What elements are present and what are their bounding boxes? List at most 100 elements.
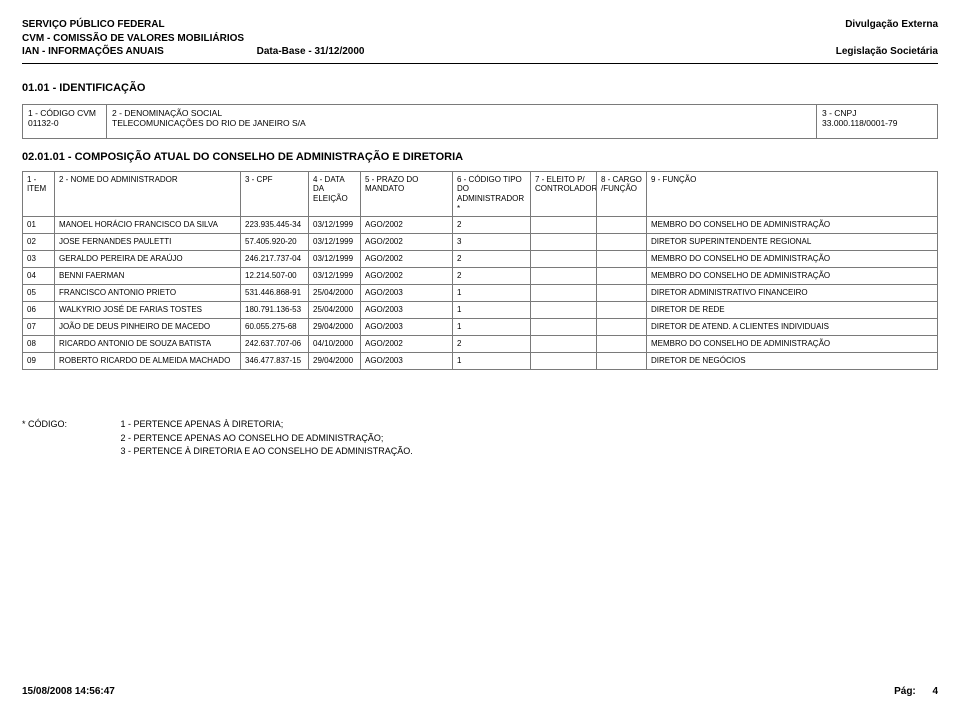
table-row: 04BENNI FAERMAN12.214.507-0003/12/1999AG… xyxy=(23,268,938,285)
cell-cpf: 180.791.136-53 xyxy=(241,302,309,319)
cell-cod: 2 xyxy=(453,251,531,268)
cell-nome: FRANCISCO ANTONIO PRIETO xyxy=(55,285,241,302)
admin-table: 1 - ITEM 2 - NOME DO ADMINISTRADOR 3 - C… xyxy=(22,171,938,370)
cell-item: 07 xyxy=(23,319,55,336)
legend-line-1: 1 - PERTENCE APENAS À DIRETORIA; xyxy=(121,419,284,429)
cell-cpf: 60.055.275-68 xyxy=(241,319,309,336)
label-codigo-cvm: 1 - CÓDIGO CVM xyxy=(28,108,101,118)
cell-cpf: 346.477.837-15 xyxy=(241,353,309,370)
cell-prazo: AGO/2003 xyxy=(361,353,453,370)
table-row: 02JOSE FERNANDES PAULETTI57.405.920-2003… xyxy=(23,234,938,251)
legend-line-2: 2 - PERTENCE APENAS AO CONSELHO DE ADMIN… xyxy=(121,433,384,443)
footer-page-num: 4 xyxy=(932,686,938,697)
table-body: 01MANOEL HORÁCIO FRANCISCO DA SILVA223.9… xyxy=(23,217,938,370)
header-left: SERVIÇO PÚBLICO FEDERAL CVM - COMISSÃO D… xyxy=(22,18,365,59)
cell-prazo: AGO/2002 xyxy=(361,217,453,234)
cell-data: 25/04/2000 xyxy=(309,302,361,319)
cell-item: 09 xyxy=(23,353,55,370)
cell-item: 05 xyxy=(23,285,55,302)
label-denominacao: 2 - DENOMINAÇÃO SOCIAL xyxy=(112,108,811,118)
cell-cpf: 223.935.445-34 xyxy=(241,217,309,234)
cell-nome: GERALDO PEREIRA DE ARAÚJO xyxy=(55,251,241,268)
cell-cod: 1 xyxy=(453,302,531,319)
cell-cargo xyxy=(597,251,647,268)
footer-page-label: Pág: xyxy=(894,686,916,697)
cell-nome: JOSE FERNANDES PAULETTI xyxy=(55,234,241,251)
codigo-legend: * CÓDIGO: 1 - PERTENCE APENAS À DIRETORI… xyxy=(22,418,938,459)
cell-cpf: 12.214.507-00 xyxy=(241,268,309,285)
table-header-row: 1 - ITEM 2 - NOME DO ADMINISTRADOR 3 - C… xyxy=(23,171,938,216)
table-row: 08RICARDO ANTONIO DE SOUZA BATISTA242.63… xyxy=(23,336,938,353)
col-cpf: 3 - CPF xyxy=(241,171,309,216)
cell-cod: 2 xyxy=(453,217,531,234)
cell-prazo: AGO/2002 xyxy=(361,268,453,285)
label-cnpj: 3 - CNPJ xyxy=(822,108,932,118)
table-row: 03GERALDO PEREIRA DE ARAÚJO246.217.737-0… xyxy=(23,251,938,268)
header-line-1: SERVIÇO PÚBLICO FEDERAL xyxy=(22,18,365,32)
col-funcao: 9 - FUNÇÃO xyxy=(647,171,938,216)
cell-cargo xyxy=(597,302,647,319)
section-id-title: 01.01 - IDENTIFICAÇÃO xyxy=(22,82,938,94)
cell-cod: 2 xyxy=(453,336,531,353)
section-admin-title: 02.01.01 - COMPOSIÇÃO ATUAL DO CONSELHO … xyxy=(22,151,938,163)
cell-data: 04/10/2000 xyxy=(309,336,361,353)
cell-item: 02 xyxy=(23,234,55,251)
cell-funcao: DIRETOR DE ATEND. A CLIENTES INDIVIDUAIS xyxy=(647,319,938,336)
cell-item: 01 xyxy=(23,217,55,234)
cell-cpf: 57.405.920-20 xyxy=(241,234,309,251)
cell-funcao: DIRETOR DE REDE xyxy=(647,302,938,319)
cell-funcao: MEMBRO DO CONSELHO DE ADMINISTRAÇÃO xyxy=(647,268,938,285)
cell-funcao: MEMBRO DO CONSELHO DE ADMINISTRAÇÃO xyxy=(647,217,938,234)
cell-data: 29/04/2000 xyxy=(309,353,361,370)
value-denominacao: TELECOMUNICAÇÕES DO RIO DE JANEIRO S/A xyxy=(112,118,811,128)
cell-prazo: AGO/2002 xyxy=(361,251,453,268)
cell-cargo xyxy=(597,234,647,251)
footer-timestamp: 15/08/2008 14:56:47 xyxy=(22,686,115,697)
col-eleito: 7 - ELEITO P/ CONTROLADOR xyxy=(531,171,597,216)
legend-line-3: 3 - PERTENCE À DIRETORIA E AO CONSELHO D… xyxy=(121,446,413,456)
col-codigo: 6 - CÓDIGO TIPO DO ADMINISTRADOR * xyxy=(453,171,531,216)
cell-eleito xyxy=(531,251,597,268)
cell-eleito xyxy=(531,336,597,353)
cell-eleito xyxy=(531,302,597,319)
cell-cpf: 242.637.707-06 xyxy=(241,336,309,353)
cell-item: 04 xyxy=(23,268,55,285)
cell-funcao: DIRETOR ADMINISTRATIVO FINANCEIRO xyxy=(647,285,938,302)
legend-label: * CÓDIGO: xyxy=(22,418,118,432)
header-r1: Divulgação Externa xyxy=(836,18,938,32)
cell-prazo: AGO/2002 xyxy=(361,234,453,251)
page-header: SERVIÇO PÚBLICO FEDERAL CVM - COMISSÃO D… xyxy=(22,18,938,59)
cell-cpf: 246.217.737-04 xyxy=(241,251,309,268)
identification-box: 1 - CÓDIGO CVM 01132-0 2 - DENOMINAÇÃO S… xyxy=(22,104,938,139)
cell-item: 06 xyxy=(23,302,55,319)
field-cnpj: 3 - CNPJ 33.000.118/0001-79 xyxy=(817,105,937,138)
cell-nome: JOÃO DE DEUS PINHEIRO DE MACEDO xyxy=(55,319,241,336)
header-right: Divulgação Externa Legislação Societária xyxy=(836,18,938,59)
page-footer: 15/08/2008 14:56:47 Pág: 4 xyxy=(22,686,938,697)
cell-funcao: DIRETOR DE NEGÓCIOS xyxy=(647,353,938,370)
col-data: 4 - DATA DA ELEIÇÃO xyxy=(309,171,361,216)
cell-nome: BENNI FAERMAN xyxy=(55,268,241,285)
header-rule xyxy=(22,63,938,64)
cell-eleito xyxy=(531,285,597,302)
cell-cod: 3 xyxy=(453,234,531,251)
cell-data: 25/04/2000 xyxy=(309,285,361,302)
cell-eleito xyxy=(531,268,597,285)
col-nome: 2 - NOME DO ADMINISTRADOR xyxy=(55,171,241,216)
cell-cod: 1 xyxy=(453,353,531,370)
cell-item: 03 xyxy=(23,251,55,268)
col-prazo: 5 - PRAZO DO MANDATO xyxy=(361,171,453,216)
cell-cargo xyxy=(597,217,647,234)
cell-cod: 1 xyxy=(453,319,531,336)
header-line-3: IAN - INFORMAÇÕES ANUAIS xyxy=(22,46,164,57)
cell-eleito xyxy=(531,353,597,370)
table-row: 01MANOEL HORÁCIO FRANCISCO DA SILVA223.9… xyxy=(23,217,938,234)
cell-data: 03/12/1999 xyxy=(309,234,361,251)
value-cnpj: 33.000.118/0001-79 xyxy=(822,118,932,128)
cell-eleito xyxy=(531,319,597,336)
cell-nome: RICARDO ANTONIO DE SOUZA BATISTA xyxy=(55,336,241,353)
field-denominacao: 2 - DENOMINAÇÃO SOCIAL TELECOMUNICAÇÕES … xyxy=(107,105,817,138)
header-line-2: CVM - COMISSÃO DE VALORES MOBILIÁRIOS xyxy=(22,32,365,46)
field-codigo-cvm: 1 - CÓDIGO CVM 01132-0 xyxy=(23,105,107,138)
cell-data: 03/12/1999 xyxy=(309,268,361,285)
